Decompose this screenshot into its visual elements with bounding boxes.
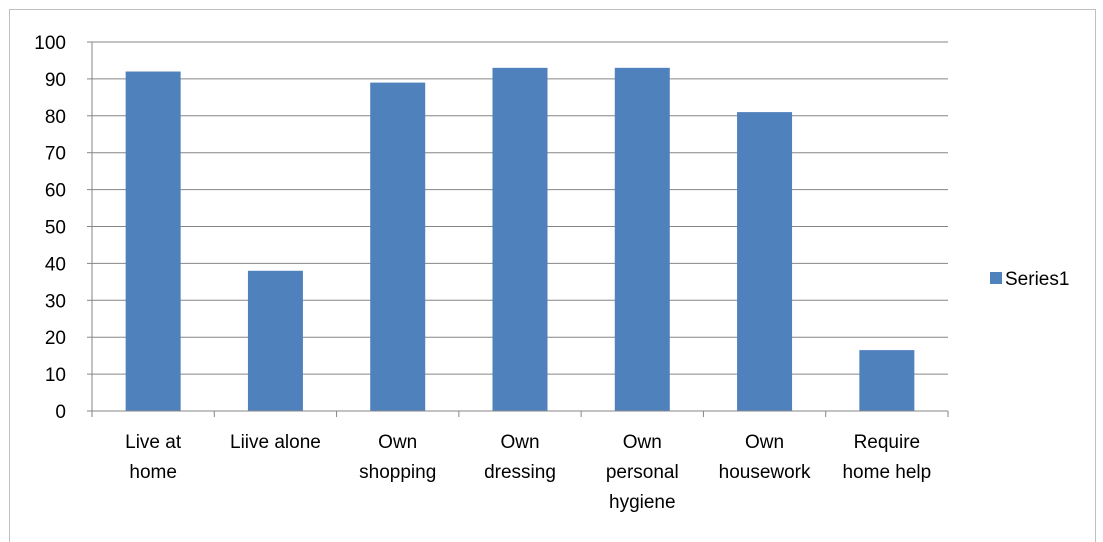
- x-tick-label: Own housework: [719, 432, 811, 483]
- y-tick-label: 0: [55, 402, 66, 423]
- legend-label: Series1: [1005, 269, 1069, 290]
- bars: [125, 67, 915, 412]
- y-tick-labels: 0 10 20 30 40 50 60 70 80 90 100: [34, 33, 66, 423]
- y-tick-label: 10: [45, 365, 66, 386]
- legend-swatch: [990, 272, 1002, 284]
- x-tick-label: Own shopping: [359, 432, 436, 483]
- y-tick-label: 100: [34, 33, 66, 54]
- x-tick-labels: Live at home Liive alone Own shopping Own dres…: [125, 432, 931, 513]
- y-tick-label: 20: [45, 328, 66, 349]
- y-tick-label: 30: [45, 291, 66, 312]
- bar: [370, 82, 426, 411]
- y-tick-label: 60: [45, 181, 66, 202]
- chart-frame: [9, 9, 1096, 542]
- bar: [614, 67, 670, 411]
- y-tick-label: 80: [45, 107, 66, 128]
- x-tick-label: Liive alone: [230, 432, 321, 453]
- y-tick-label: 70: [45, 144, 66, 165]
- x-tick-label: Live at home: [125, 432, 182, 483]
- bar: [125, 71, 181, 412]
- y-tick-label: 50: [45, 218, 66, 239]
- x-tick-label: Own dressing: [484, 432, 556, 483]
- bar: [859, 350, 915, 411]
- x-tick-label: Own personal hygiene: [606, 432, 679, 513]
- axes: [87, 41, 949, 417]
- bar: [247, 270, 303, 411]
- x-tick-label: Require home help: [842, 432, 931, 483]
- legend: Series1: [990, 269, 1069, 290]
- y-tick-label: 90: [45, 70, 66, 91]
- y-tick-label: 40: [45, 254, 66, 275]
- bar: [492, 67, 548, 411]
- bar: [737, 112, 793, 412]
